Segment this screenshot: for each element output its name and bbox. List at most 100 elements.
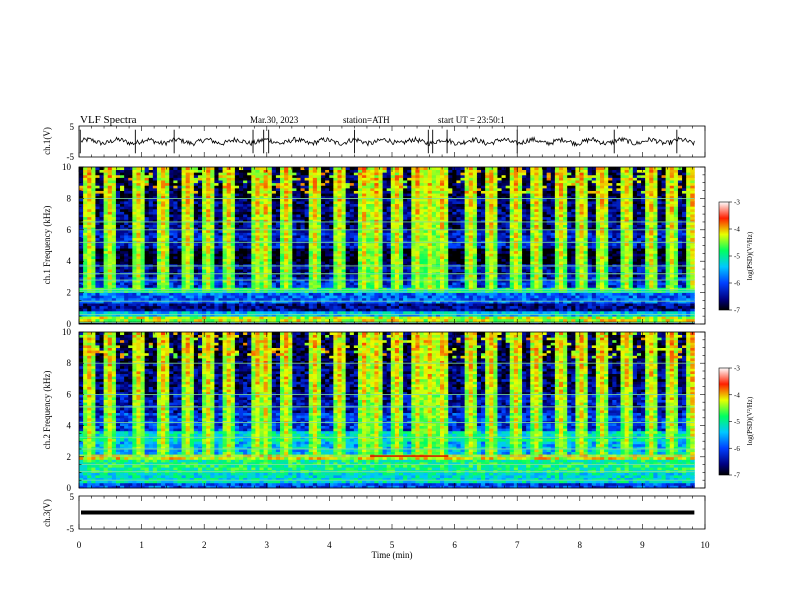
spectrogram-cell	[440, 255, 445, 259]
spectrogram-cell	[398, 287, 404, 291]
spectrogram-cell	[501, 297, 507, 301]
spectrogram-cell	[341, 242, 347, 246]
spectrogram-cell	[304, 248, 310, 252]
spectrogram-cell	[202, 253, 207, 257]
spectrogram-cell	[214, 284, 219, 288]
spectrogram-cell	[571, 253, 576, 257]
spectrogram-cell	[91, 308, 96, 312]
spectrogram-cell	[288, 240, 293, 244]
spectrogram-cell	[169, 313, 174, 317]
spectrogram-cell	[575, 245, 580, 249]
spectrogram-cell	[554, 318, 560, 322]
spectrogram-cell	[79, 318, 84, 322]
spectrogram-cell	[665, 292, 671, 296]
spectrogram-cell	[624, 313, 630, 317]
spectrogram-cell	[587, 271, 593, 275]
spectrogram-cell	[444, 240, 449, 244]
spectrogram-cell	[234, 250, 240, 254]
spectrogram-cell	[136, 292, 141, 296]
spectrogram-cell	[415, 269, 420, 273]
spectrogram-cell	[181, 253, 187, 257]
spectrogram-cell	[103, 271, 109, 275]
spectrogram-cell	[612, 261, 617, 265]
spectrogram-cell	[362, 269, 367, 273]
spectrogram-cell	[181, 300, 187, 304]
spectrogram-cell	[316, 248, 322, 252]
spectrogram-cell	[251, 258, 256, 262]
spectrogram-cell	[677, 305, 683, 309]
spectrogram-cell	[476, 250, 482, 254]
spectrogram-cell	[563, 258, 568, 262]
spectrogram-cell	[120, 242, 125, 246]
spectrogram-cell	[645, 253, 650, 257]
spectrogram-cell	[214, 300, 219, 304]
spectrogram-cell	[575, 305, 580, 309]
spectrogram-cell	[456, 292, 461, 296]
spectrogram-cell	[132, 321, 137, 325]
spectrogram-cell	[394, 255, 400, 259]
spectrogram-cell	[583, 316, 589, 320]
spectrogram-cell	[87, 250, 92, 254]
spectrogram-cell	[288, 269, 293, 273]
spectrogram-cell	[275, 300, 281, 304]
spectrogram-cell	[604, 242, 609, 246]
spectrogram-cell	[682, 292, 687, 296]
spectrogram-cell	[641, 287, 646, 291]
spectrogram-cell	[275, 258, 281, 262]
spectrogram-cell	[321, 279, 326, 283]
spectrogram-cell	[243, 237, 248, 241]
spectrogram-cell	[259, 282, 265, 286]
spectrogram-cell	[444, 250, 449, 254]
spectrogram-cell	[509, 250, 515, 254]
spectrogram-cell	[370, 303, 375, 307]
spectrogram-cell	[374, 269, 379, 273]
spectrogram-cell	[296, 269, 301, 273]
spectrogram-cell	[563, 248, 568, 252]
spectrogram-cell	[616, 300, 621, 304]
spectrogram-cell	[152, 305, 158, 309]
spectrogram-cell	[686, 242, 691, 246]
spectrogram-cell	[682, 250, 687, 254]
spectrogram-cell	[575, 240, 580, 244]
spectrogram-cell	[304, 274, 310, 278]
spectrogram-cell	[558, 287, 564, 291]
spectrogram-cell	[79, 313, 84, 317]
spectrogram-cell	[370, 276, 375, 280]
spectrogram-cell	[103, 274, 109, 278]
spectrogram-cell	[345, 250, 351, 254]
spectrogram-cell	[296, 248, 301, 252]
spectrogram-cell	[403, 263, 408, 267]
spectrogram-cell	[95, 255, 100, 259]
spectrogram-cell	[427, 269, 433, 273]
spectrogram-cell	[505, 287, 511, 291]
spectrogram-cell	[111, 305, 117, 309]
spectrogram-cell	[132, 287, 137, 291]
spectrogram-cell	[435, 263, 441, 267]
spectrogram-cell	[591, 321, 597, 325]
spectrogram-cell	[292, 282, 297, 286]
spectrogram-cell	[686, 316, 691, 320]
spectrogram-cell	[263, 318, 269, 322]
spectrogram-cell	[337, 263, 342, 267]
spectrogram-cell	[202, 276, 207, 280]
spectrogram-cell	[690, 253, 695, 257]
spectrogram-cell	[464, 310, 470, 314]
spectrogram-cell	[300, 258, 306, 262]
spectrogram-cell	[645, 305, 650, 309]
spectrogram-cell	[493, 313, 498, 317]
spectrogram-cell	[79, 321, 84, 325]
spectrogram-cell	[493, 274, 498, 278]
spectrogram-cell	[485, 269, 490, 273]
spectrogram-cell	[411, 274, 416, 278]
spectrogram-cell	[181, 269, 187, 273]
spectrogram-cell	[349, 305, 355, 309]
spectrogram-cell	[563, 263, 568, 267]
spectrogram-cell	[624, 284, 630, 288]
spectrogram-cell	[132, 300, 137, 304]
spectrogram-cell	[206, 318, 211, 322]
spectrogram-cell	[690, 287, 695, 291]
spectrogram-cell	[115, 279, 121, 283]
spectrogram-cell	[193, 269, 199, 273]
spectrogram-cell	[587, 240, 593, 244]
spectrogram-cell	[312, 287, 318, 291]
